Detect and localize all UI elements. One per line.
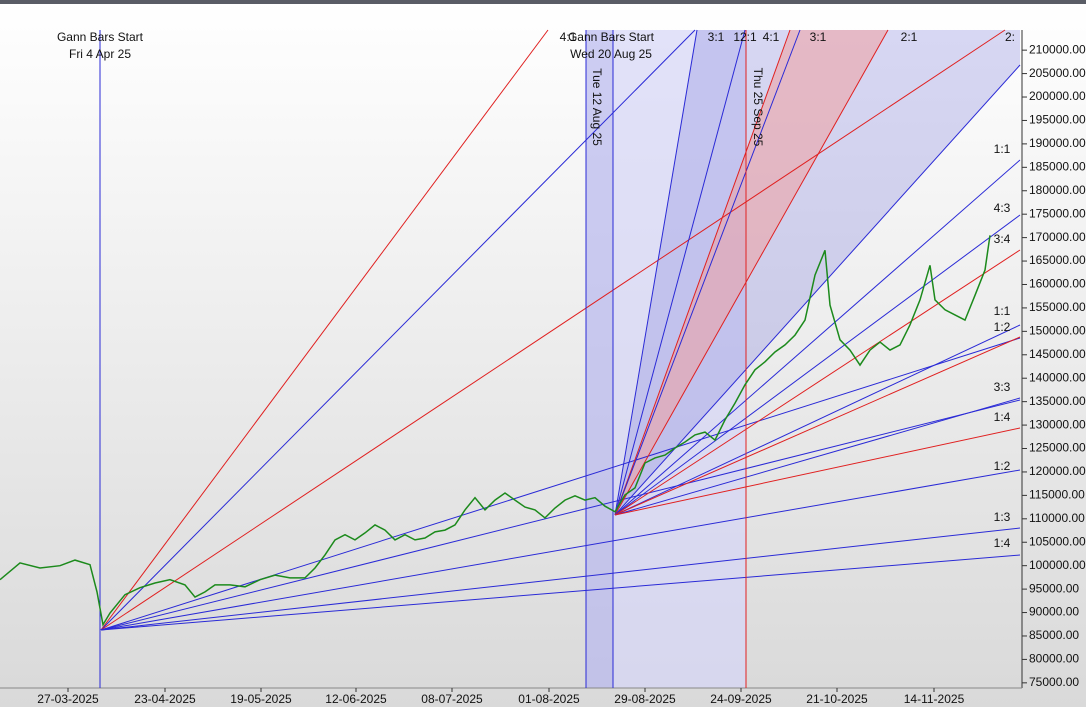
fan-line [614, 29, 801, 516]
fan-line [614, 427, 1021, 516]
fan-label: 4:1 [560, 30, 577, 44]
fan-label: 3:1 [810, 30, 827, 44]
fan-label: 1:2 [994, 459, 1011, 473]
fan-label: 3:3 [994, 380, 1011, 394]
x-tick-label: 21-10-2025 [806, 692, 868, 706]
y-tick-label: 80000.00 [1029, 652, 1079, 666]
fan-line [100, 469, 1021, 631]
fan-label: 1:1 [994, 304, 1011, 318]
y-tick-label: 115000.00 [1029, 488, 1085, 502]
y-tick-label: 155000.00 [1029, 300, 1086, 314]
fan-line [614, 249, 1021, 516]
x-tick-label: 24-09-2025 [710, 692, 772, 706]
fan-label: 1:3 [994, 510, 1011, 524]
fan-line [614, 29, 889, 516]
fan-line [614, 336, 1021, 516]
fan-line [614, 324, 1021, 516]
fan-line [614, 214, 1021, 516]
fan-line [100, 554, 1021, 631]
annotation: Gann Bars Start [57, 30, 144, 44]
y-tick-label: 110000.00 [1029, 511, 1085, 525]
fan-line [614, 29, 791, 516]
annotation: Tue 12 Aug 25 [590, 68, 604, 146]
x-tick-label: 08-07-2025 [421, 692, 483, 706]
y-tick-label: 130000.00 [1029, 417, 1086, 431]
fan-label: 1:4 [994, 536, 1011, 550]
y-tick-label: 100000.00 [1029, 558, 1086, 572]
x-tick-label: 14-11-2025 [904, 692, 965, 706]
x-tick-label: 01-08-2025 [518, 692, 580, 706]
x-tick-label: 12-06-2025 [325, 692, 387, 706]
fan-line [100, 399, 1021, 631]
fan-label: 4:3 [994, 201, 1011, 215]
y-tick-label: 185000.00 [1029, 159, 1086, 173]
fan-line [614, 397, 1021, 516]
fan-line [100, 527, 1021, 631]
fan-line [100, 29, 1006, 631]
y-tick-label: 200000.00 [1029, 89, 1086, 103]
y-tick-label: 140000.00 [1029, 370, 1086, 384]
price-line [0, 235, 991, 627]
fan-line [614, 29, 746, 516]
y-tick-label: 210000.00 [1029, 42, 1086, 56]
y-tick-label: 190000.00 [1029, 136, 1086, 150]
y-tick-label: 175000.00 [1029, 206, 1086, 220]
y-tick-label: 125000.00 [1029, 441, 1086, 455]
fan-label: 3:4 [994, 232, 1011, 246]
fan-shade [615, 30, 1020, 515]
y-tick-label: 90000.00 [1029, 605, 1079, 619]
fan-label: 1:1 [994, 142, 1011, 156]
annotation: Wed 20 Aug 25 [570, 47, 652, 61]
shaded-band [586, 30, 613, 688]
y-tick-label: 195000.00 [1029, 113, 1086, 127]
y-tick-label: 205000.00 [1029, 66, 1086, 80]
y-tick-label: 160000.00 [1029, 277, 1086, 291]
x-tick-label: 27-03-2025 [37, 692, 99, 706]
y-tick-label: 135000.00 [1029, 394, 1086, 408]
annotation: Gann Bars Start [568, 30, 655, 44]
y-tick-label: 85000.00 [1029, 628, 1079, 642]
y-tick-label: 180000.00 [1029, 183, 1086, 197]
y-tick-label: 150000.00 [1029, 324, 1086, 338]
y-tick-label: 75000.00 [1029, 675, 1079, 689]
x-tick-label: 23-04-2025 [134, 692, 196, 706]
fan-line [614, 29, 698, 516]
y-tick-label: 95000.00 [1029, 581, 1079, 595]
fan-label: 2:1 [901, 30, 918, 44]
fan-line [100, 29, 549, 631]
fan-label: 12:1 [733, 30, 757, 44]
fan-label: 3:1 [708, 30, 725, 44]
annotation: Fri 4 Apr 25 [69, 47, 131, 61]
x-tick-label: 29-08-2025 [614, 692, 676, 706]
top-bar [0, 0, 1086, 4]
y-tick-label: 165000.00 [1029, 253, 1086, 267]
x-tick-label: 19-05-2025 [230, 692, 292, 706]
fan-line [100, 29, 696, 631]
fan-label: 4:1 [763, 30, 780, 44]
fan-line [614, 64, 1021, 516]
fan-line [614, 159, 1021, 516]
fan-line [100, 337, 1021, 631]
annotation: Thu 25 Sep 25 [751, 68, 765, 147]
fan-label: 2: [1005, 30, 1015, 44]
fan-label: 1:2 [994, 320, 1011, 334]
y-tick-label: 145000.00 [1029, 347, 1086, 361]
y-tick-label: 105000.00 [1029, 534, 1086, 548]
fan-label: 1:4 [994, 410, 1011, 424]
y-tick-label: 170000.00 [1029, 230, 1086, 244]
y-tick-label: 120000.00 [1029, 464, 1086, 478]
